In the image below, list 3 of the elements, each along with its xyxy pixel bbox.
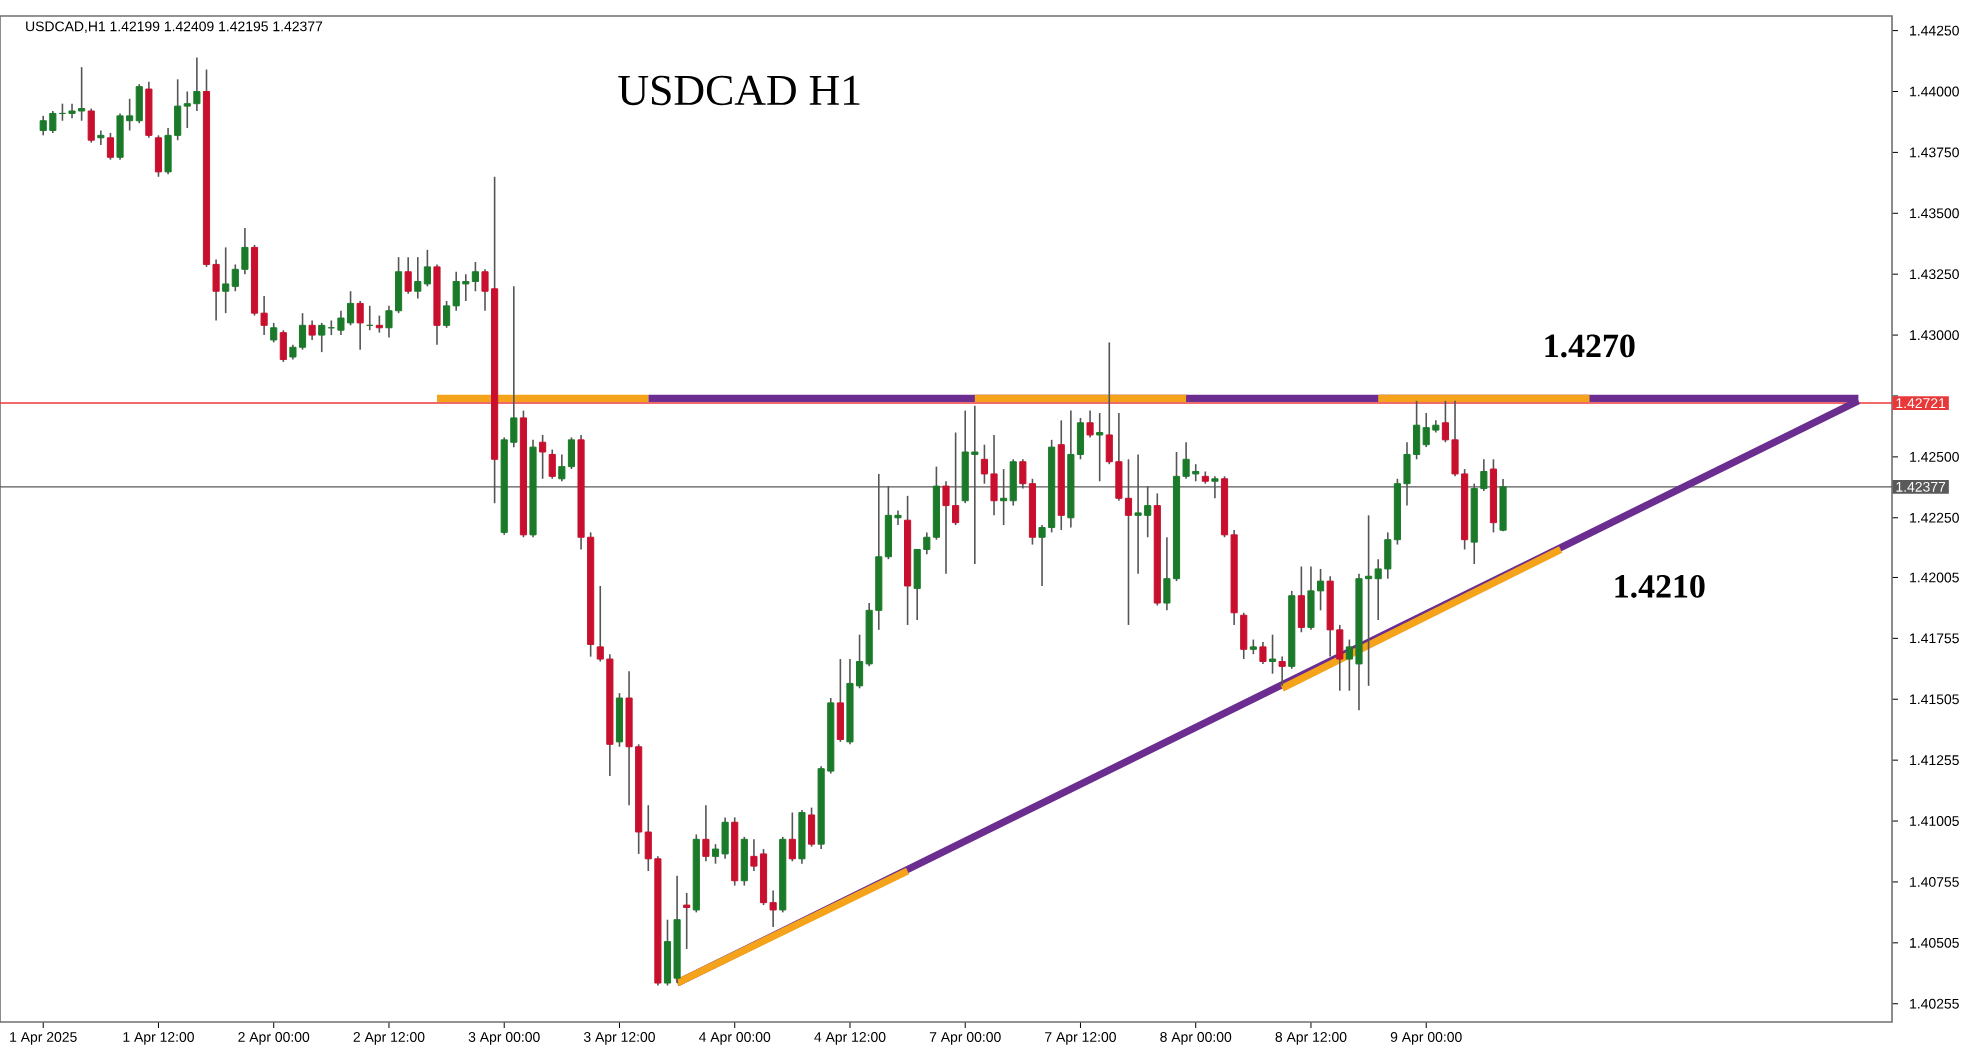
annotation: 1.4270 <box>1545 334 1635 358</box>
annotation: 1.4210 <box>1615 574 1705 598</box>
text: USDCAD H1 <box>618 75 860 106</box>
